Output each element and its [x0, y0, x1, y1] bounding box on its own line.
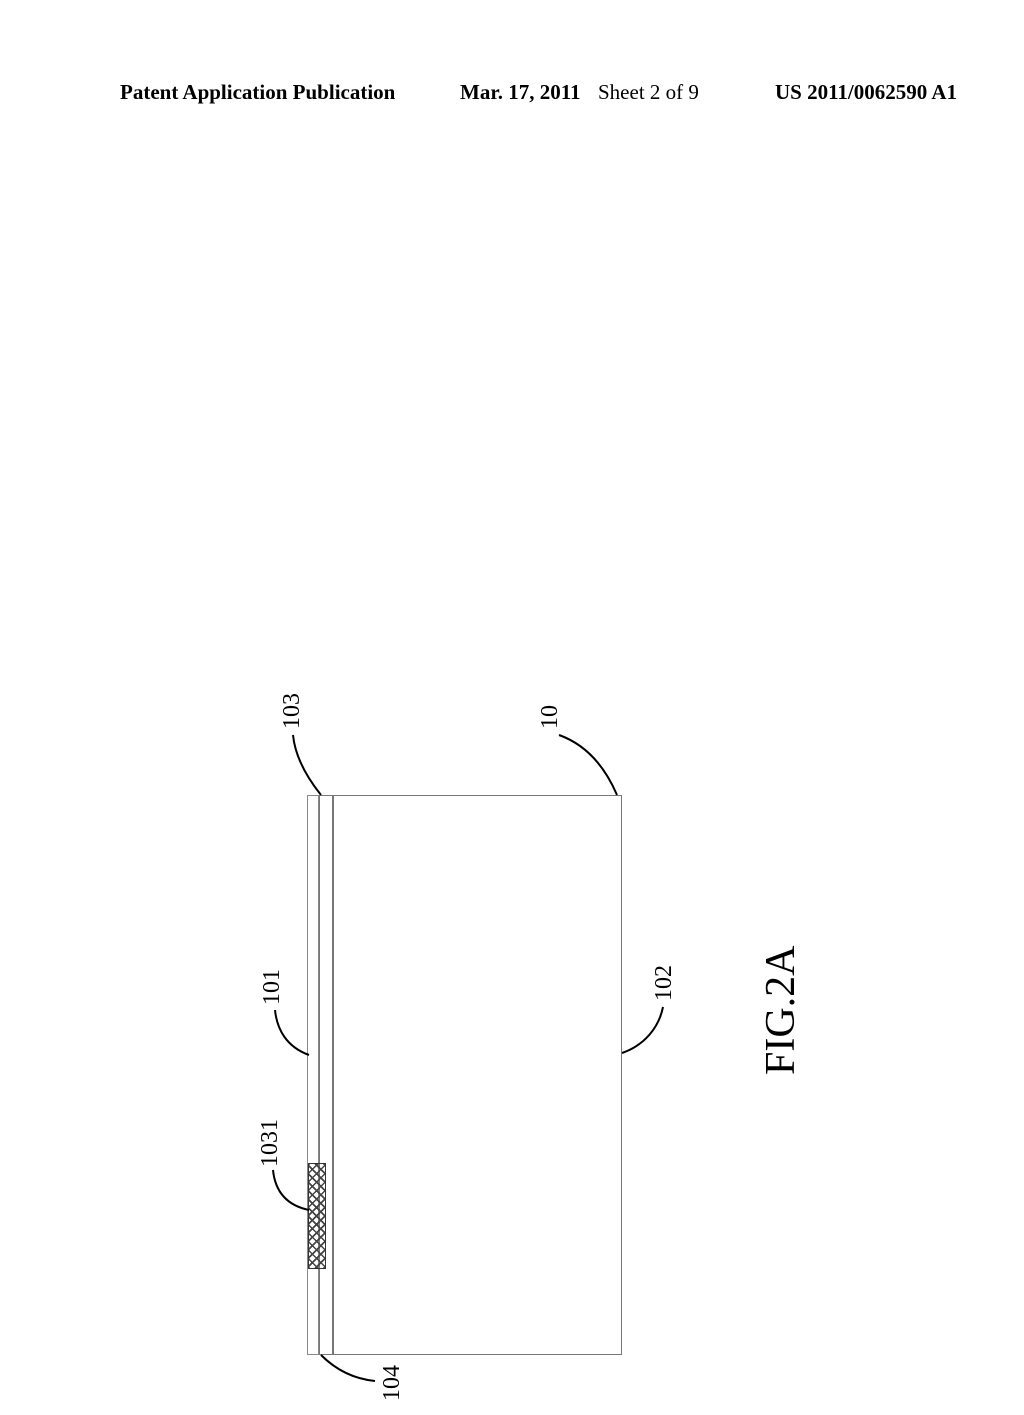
ref-102: 102 [651, 965, 678, 1001]
ref-101: 101 [259, 969, 286, 1005]
publication-number: US 2011/0062590 A1 [775, 80, 957, 105]
ref-104: 104 [379, 1365, 406, 1401]
ref-1031: 1031 [257, 1119, 284, 1167]
patent-page: Patent Application Publication Mar. 17, … [0, 0, 1024, 1320]
figure-rotated-group: 1031 101 103 10 104 102 FIG.2A [557, 595, 877, 1005]
figure-2a: 1031 101 103 10 104 102 FIG.2A [237, 595, 877, 1415]
ref-103: 103 [279, 693, 306, 729]
publication-date: Mar. 17, 2011 [460, 80, 581, 105]
ref-10: 10 [537, 705, 564, 729]
publication-label: Patent Application Publication [120, 80, 395, 105]
sheet-info: Sheet 2 of 9 [598, 80, 699, 105]
figure-label: FIG.2A [757, 945, 805, 1075]
